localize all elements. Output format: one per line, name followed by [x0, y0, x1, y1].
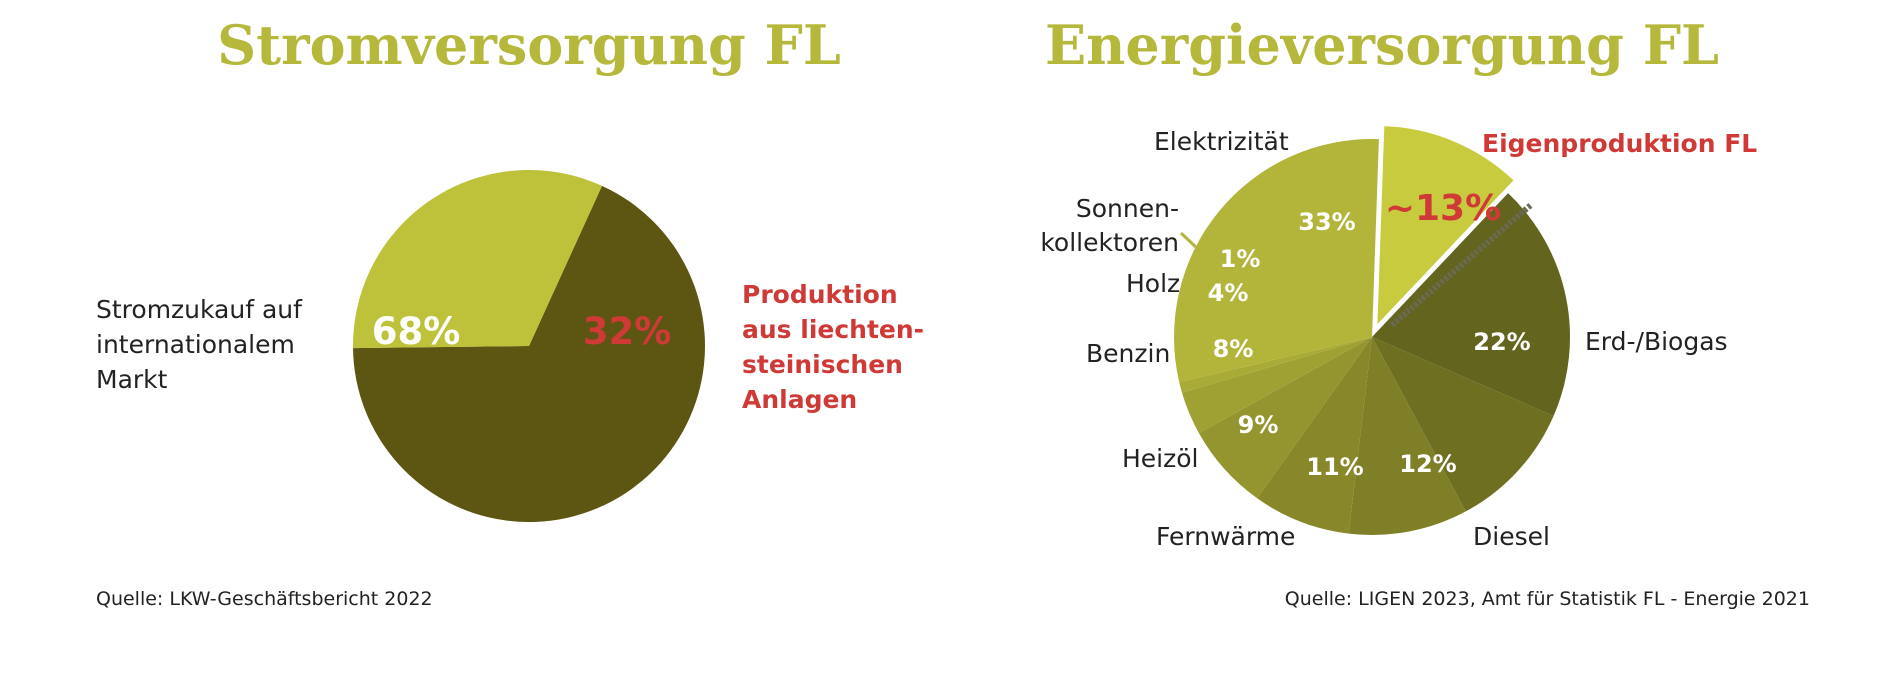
- value-label-elektrizitaet: 33%: [1298, 208, 1355, 236]
- strom-category-label-produktion: Produktion aus liechten- steinischen Anl…: [742, 280, 924, 414]
- value-label-fernwaerme: 11%: [1306, 453, 1363, 481]
- pie-slice-stromzukauf-auf-internationalem-markt: [353, 185, 705, 522]
- energie-chart-title: Energieversorgung FL: [1045, 13, 1719, 77]
- eigenproduktion-annotation: Eigenproduktion FL: [1482, 129, 1757, 158]
- value-label-diesel: 12%: [1399, 450, 1456, 478]
- eigenproduktion-edge-line: [1390, 201, 1534, 328]
- category-label-elektrizitaet: Elektrizität: [1154, 127, 1289, 156]
- value-label-benzin: 8%: [1213, 335, 1254, 363]
- category-label-sonnen-1: Sonnen-: [1076, 194, 1179, 223]
- pie-slice-holz: [1181, 337, 1372, 434]
- strom-category-label-zukauf: Stromzukauf auf internationalem Markt: [96, 295, 303, 394]
- pie-slice-produktion-aus-liechtensteinischen-anlagen: [352, 169, 602, 349]
- strom-pie: [352, 169, 705, 522]
- value-label-sonnenkollektoren: 1%: [1220, 245, 1261, 273]
- category-label-erdgas: Erd-/Biogas: [1585, 327, 1728, 356]
- value-label-heizoel: 9%: [1238, 411, 1279, 439]
- strom-source: Quelle: LKW-Geschäftsbericht 2022: [96, 588, 433, 610]
- slice-label-68: 68%: [372, 310, 461, 353]
- strom-chart: Stromversorgung FL 68% 32% Stromzukauf a…: [96, 13, 924, 610]
- category-label-holz: Holz: [1126, 269, 1180, 298]
- value-label-erdgas: 22%: [1473, 328, 1530, 356]
- pie-slice-eigenproduktion: [1377, 126, 1514, 325]
- pie-slice-fernw-rme: [1348, 337, 1466, 536]
- value-label-holz: 4%: [1208, 279, 1249, 307]
- category-label-heizoel: Heizöl: [1122, 444, 1199, 473]
- strom-chart-title: Stromversorgung FL: [217, 13, 841, 77]
- produktion-line-1: Produktion: [742, 280, 898, 309]
- category-label-fernwaerme: Fernwärme: [1156, 522, 1295, 551]
- pie-slice-elektrizit-t: [1174, 138, 1379, 382]
- category-label-sonnen-2: kollektoren: [1040, 228, 1179, 257]
- category-label-benzin: Benzin: [1086, 339, 1170, 368]
- pie-slice-sonnenkollektoren: [1179, 337, 1372, 393]
- energie-pie: [1174, 126, 1570, 536]
- slice-label-32: 32%: [583, 310, 672, 353]
- energie-chart: Energieversorgung FL 33% 1% 4% 8% 9% 11%…: [1040, 13, 1810, 610]
- produktion-line-3: steinischen: [742, 350, 903, 379]
- sonnenkollektoren-leader-line: [1179, 231, 1201, 252]
- energie-source: Quelle: LIGEN 2023, Amt für Statistik FL…: [1285, 588, 1810, 610]
- produktion-line-4: Anlagen: [742, 385, 857, 414]
- pie-slice-benzin: [1198, 337, 1372, 499]
- pie-slice-diesel: [1372, 337, 1554, 512]
- produktion-line-2: aus liechten-: [742, 315, 924, 344]
- pie-slice-heiz-l: [1257, 337, 1372, 534]
- category-label-diesel: Diesel: [1473, 522, 1550, 551]
- zukauf-line-3: Markt: [96, 365, 168, 394]
- zukauf-line-2: internationalem: [96, 330, 295, 359]
- pie-slice-erd-biogas: [1372, 193, 1570, 416]
- value-label-eigenproduktion: ~13%: [1385, 188, 1501, 229]
- zukauf-line-1: Stromzukauf auf: [96, 295, 303, 324]
